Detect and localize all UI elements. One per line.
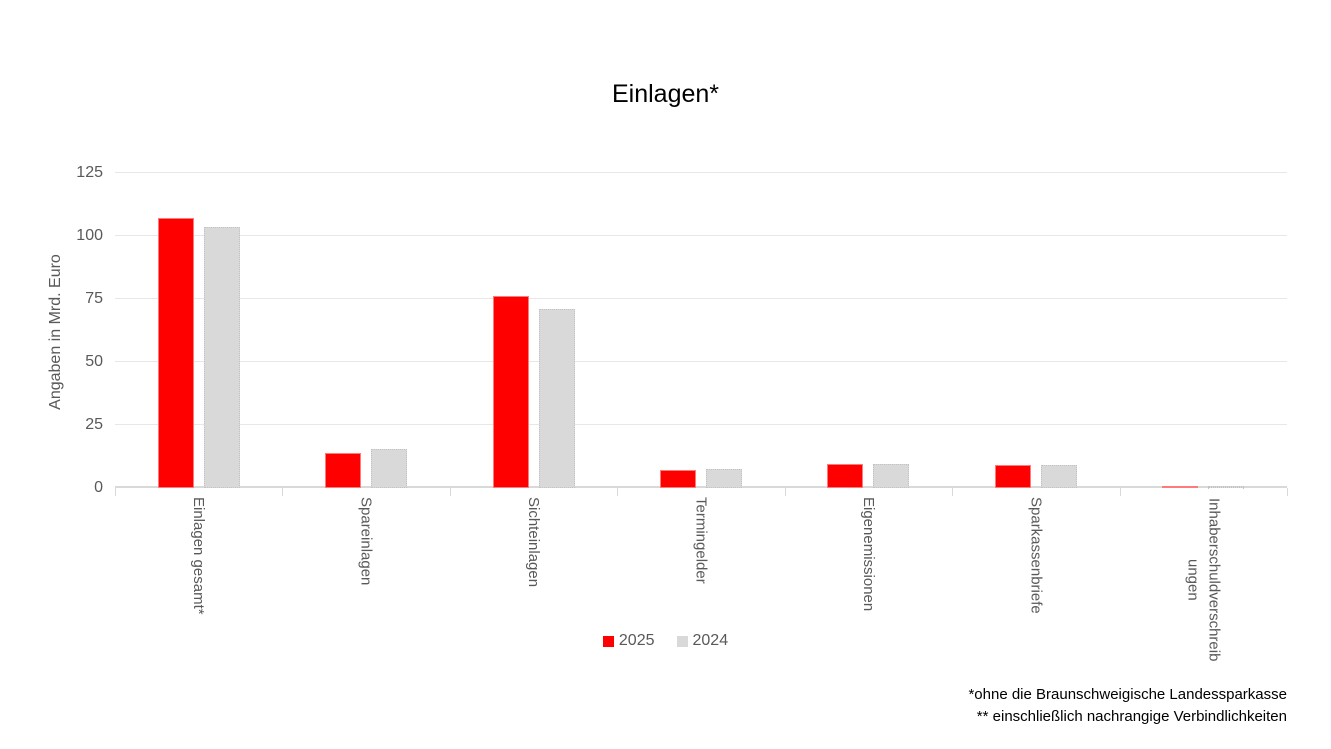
- footnote-1: *ohne die Braunschweigische Landessparka…: [968, 686, 1287, 703]
- plot-area: [115, 172, 1288, 496]
- bar-2025-eigenemissionen[interactable]: [827, 464, 864, 488]
- bar-2024-sparkassenbriefe[interactable]: [1040, 464, 1077, 488]
- gridline-125: [115, 172, 1287, 173]
- bar-2025-sichteinlagen[interactable]: [492, 296, 529, 488]
- y-tick-label-0: 0: [94, 479, 103, 496]
- x-axis-baseline: [115, 486, 1287, 488]
- legend-item-2025[interactable]: 2025: [602, 632, 655, 650]
- gridline-75: [115, 298, 1287, 299]
- legend-swatch-2024: [676, 635, 688, 647]
- bar-2024-eigenemissionen[interactable]: [873, 464, 910, 488]
- legend-label-2024: 2024: [692, 632, 729, 649]
- bar-2025-spareinlagen[interactable]: [325, 452, 362, 488]
- x-axis-tick: [784, 488, 786, 496]
- gridline-50: [115, 361, 1287, 362]
- legend: 2025 2024: [0, 632, 1331, 650]
- footnotes: *ohne die Braunschweigische Landessparka…: [968, 684, 1287, 728]
- chart-title: Einlagen*: [611, 80, 720, 108]
- x-axis-label-einlagen-gesamt: Einlagen gesamt*: [190, 497, 208, 615]
- x-axis-tick: [282, 488, 284, 496]
- bar-2025-termingelder[interactable]: [660, 469, 696, 488]
- bar-2024-termingelder[interactable]: [706, 469, 742, 488]
- x-axis-tick: [952, 488, 954, 496]
- x-axis-label-spareinlagen: Spareinlagen: [357, 497, 375, 586]
- bar-2025-inhaberschuldverschreibungen[interactable]: [1162, 486, 1199, 488]
- y-axis-title: Angaben in Mrd. Euro: [47, 254, 64, 410]
- x-axis-label-sparkassenbriefe: Sparkassenbriefe: [1027, 497, 1045, 614]
- bar-2025-einlagen-gesamt[interactable]: [157, 218, 194, 488]
- x-axis-tick: [617, 488, 619, 496]
- x-axis-label-termingelder: Termingelder: [692, 497, 710, 584]
- x-axis-label-eigenemissionen: Eigenemissionen: [859, 497, 877, 612]
- x-axis-tick: [1119, 488, 1121, 496]
- legend-label-2025: 2025: [618, 632, 655, 649]
- bar-2024-sichteinlagen[interactable]: [538, 309, 575, 488]
- legend-item-2024[interactable]: 2024: [676, 632, 729, 650]
- x-axis-tick: [1287, 488, 1288, 496]
- y-tick-label-75: 75: [85, 290, 103, 307]
- x-axis-label-inhaberschuldverschreibungen: Inhaberschuldverschreibungen: [1184, 498, 1223, 662]
- x-axis-tick: [115, 488, 116, 496]
- footnote-2: ** einschließlich nachrangige Verbindlic…: [976, 708, 1287, 725]
- x-axis-tick: [449, 488, 451, 496]
- y-tick-label-125: 125: [76, 164, 103, 181]
- legend-swatch-2025: [602, 635, 614, 647]
- y-tick-label-100: 100: [76, 227, 103, 244]
- bar-2024-spareinlagen[interactable]: [371, 448, 408, 488]
- bar-2025-sparkassenbriefe[interactable]: [994, 465, 1031, 488]
- gridline-25: [115, 424, 1287, 425]
- gridline-100: [115, 235, 1287, 236]
- y-tick-label-50: 50: [85, 353, 103, 370]
- bar-2024-einlagen-gesamt[interactable]: [203, 226, 240, 488]
- y-tick-label-25: 25: [85, 416, 103, 433]
- x-axis-label-sichteinlagen: Sichteinlagen: [525, 497, 543, 588]
- bar-2024-inhaberschuldverschreibungen[interactable]: [1208, 486, 1245, 488]
